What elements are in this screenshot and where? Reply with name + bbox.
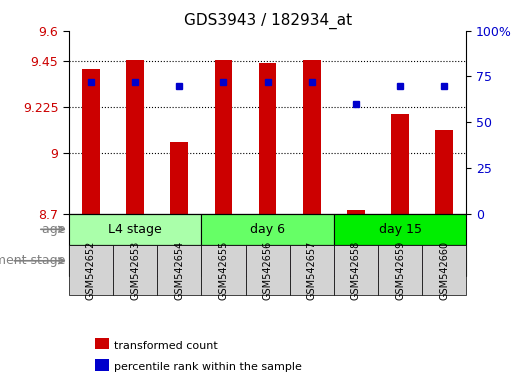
Bar: [259, 63, 277, 214]
Bar: [126, 60, 144, 214]
FancyBboxPatch shape: [378, 245, 422, 295]
Text: GSM542652: GSM542652: [86, 240, 96, 300]
Title: GDS3943 / 182934_at: GDS3943 / 182934_at: [183, 13, 352, 29]
Bar: [391, 114, 409, 214]
FancyBboxPatch shape: [334, 245, 378, 295]
FancyBboxPatch shape: [201, 245, 466, 276]
FancyBboxPatch shape: [113, 245, 157, 295]
Text: percentile rank within the sample: percentile rank within the sample: [114, 362, 302, 372]
FancyBboxPatch shape: [69, 245, 113, 295]
Text: day 15: day 15: [378, 223, 422, 236]
FancyBboxPatch shape: [69, 245, 201, 276]
Text: GSM542660: GSM542660: [439, 241, 449, 300]
Bar: [303, 60, 321, 214]
FancyBboxPatch shape: [201, 214, 334, 245]
FancyBboxPatch shape: [201, 245, 245, 295]
FancyBboxPatch shape: [422, 245, 466, 295]
Text: GSM542653: GSM542653: [130, 240, 140, 300]
Text: day 6: day 6: [250, 223, 285, 236]
Text: adult: adult: [318, 254, 350, 267]
FancyBboxPatch shape: [290, 245, 334, 295]
Text: GSM542655: GSM542655: [218, 240, 228, 300]
Text: larval: larval: [118, 254, 153, 267]
Text: development stage: development stage: [0, 254, 69, 267]
Bar: [436, 130, 453, 214]
Text: transformed count: transformed count: [114, 341, 218, 351]
Bar: [82, 70, 100, 214]
Text: age: age: [42, 223, 69, 236]
Text: GSM542657: GSM542657: [307, 240, 317, 300]
Text: GSM542658: GSM542658: [351, 240, 361, 300]
Text: GSM542659: GSM542659: [395, 240, 405, 300]
Bar: [171, 142, 188, 214]
Text: GSM542654: GSM542654: [174, 240, 184, 300]
FancyBboxPatch shape: [157, 245, 201, 295]
Text: L4 stage: L4 stage: [108, 223, 162, 236]
Bar: [215, 60, 232, 214]
FancyBboxPatch shape: [245, 245, 290, 295]
Bar: [347, 210, 365, 214]
Text: GSM542656: GSM542656: [263, 240, 272, 300]
FancyBboxPatch shape: [69, 214, 201, 245]
FancyBboxPatch shape: [334, 214, 466, 245]
